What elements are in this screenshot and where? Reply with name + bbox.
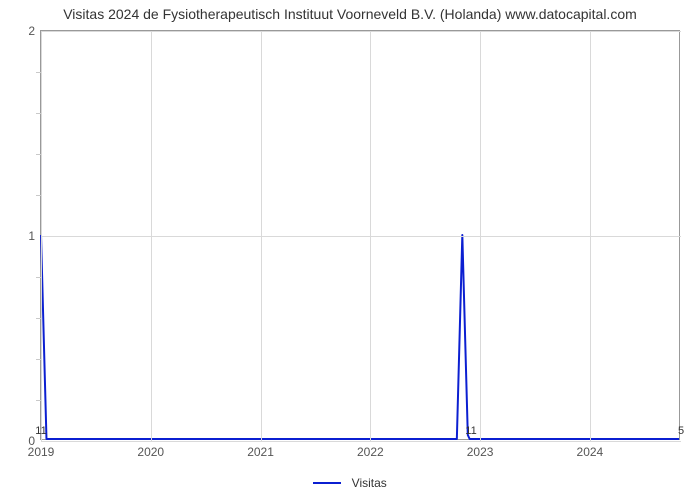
x-tick-label: 2021 (247, 439, 274, 459)
x-tick-label: 2024 (577, 439, 604, 459)
point-annotation: 11 (465, 425, 476, 437)
chart-svg (41, 31, 679, 439)
legend-label: Visitas (352, 476, 387, 490)
y-minor-tick (36, 72, 41, 73)
y-minor-tick (36, 154, 41, 155)
plot-area: 20192020202120222023202401211115 (40, 30, 680, 440)
x-tick-label: 2022 (357, 439, 384, 459)
y-minor-tick (36, 113, 41, 114)
series-line (41, 235, 679, 439)
legend: Visitas (0, 474, 700, 492)
legend-swatch (313, 482, 341, 484)
chart-title: Visitas 2024 de Fysiotherapeutisch Insti… (0, 6, 700, 22)
x-tick-label: 2023 (467, 439, 494, 459)
gridline-horizontal (41, 236, 681, 237)
gridline-horizontal (41, 441, 681, 442)
point-annotation: 5 (678, 425, 684, 437)
y-tick-label: 2 (28, 24, 41, 38)
y-minor-tick (36, 318, 41, 319)
y-minor-tick (36, 400, 41, 401)
gridline-horizontal (41, 31, 681, 32)
y-tick-label: 1 (28, 229, 41, 243)
x-tick-label: 2020 (137, 439, 164, 459)
chart-container: Visitas 2024 de Fysiotherapeutisch Insti… (0, 0, 700, 500)
point-annotation: 11 (35, 425, 46, 437)
y-minor-tick (36, 195, 41, 196)
y-minor-tick (36, 359, 41, 360)
y-minor-tick (36, 277, 41, 278)
